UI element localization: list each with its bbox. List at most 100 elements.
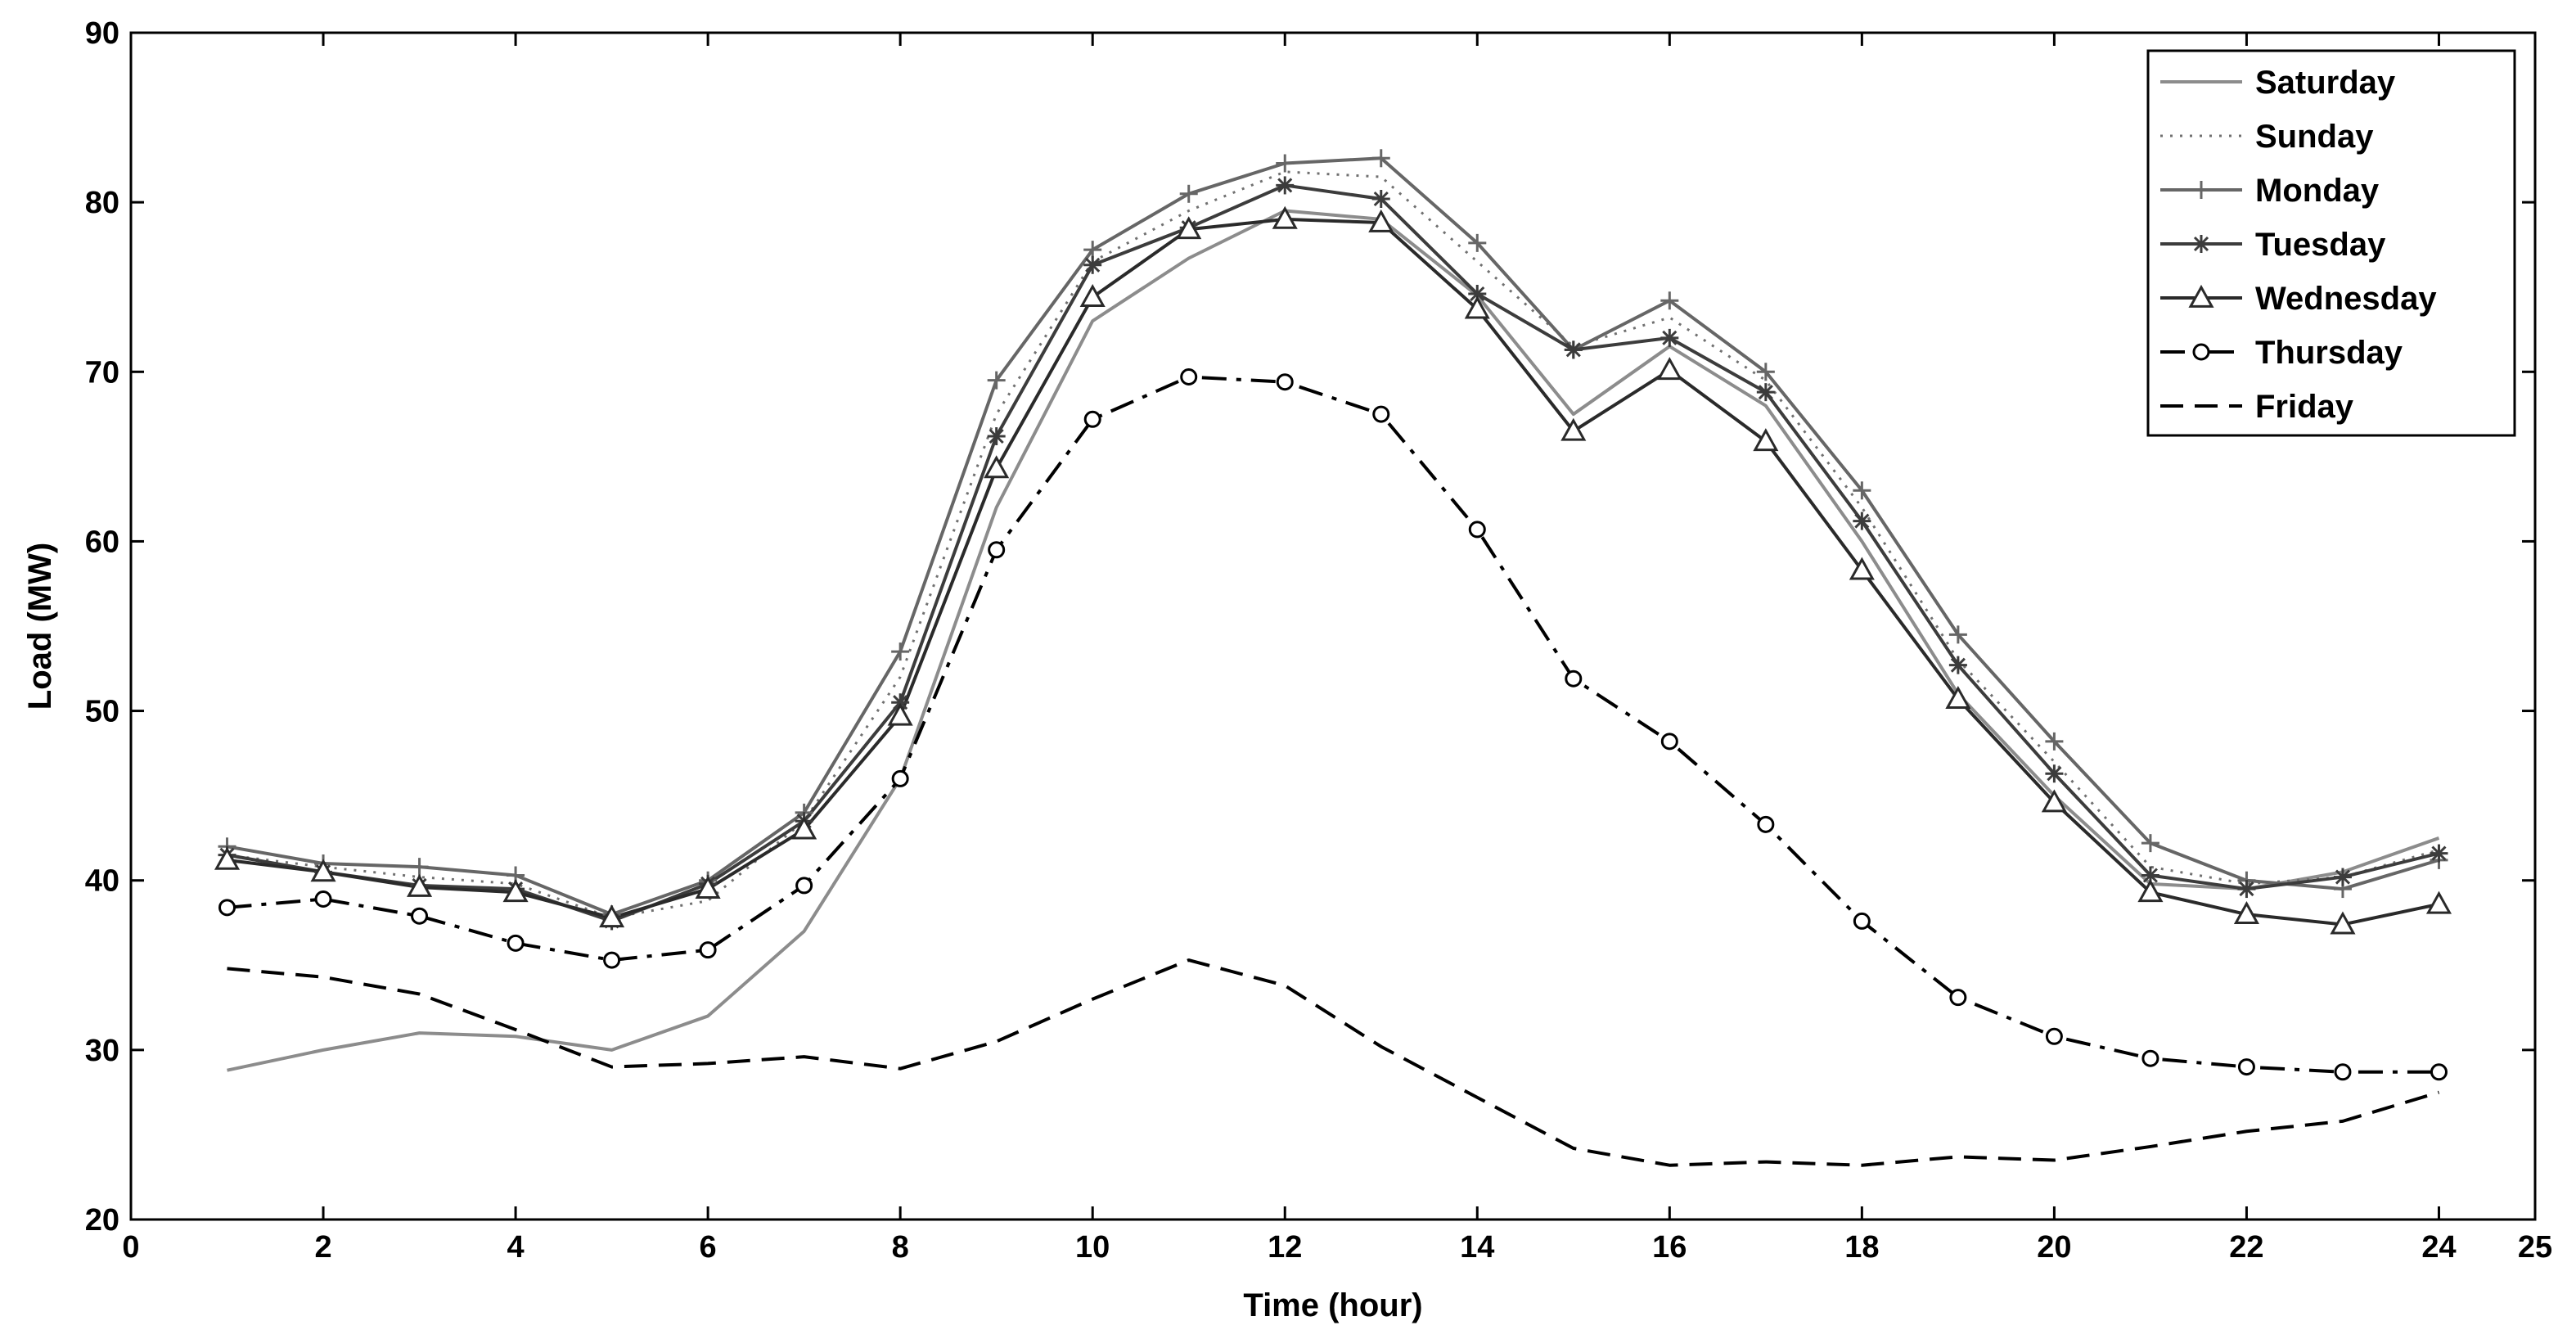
legend-entry-sunday: Sunday <box>2160 119 2374 155</box>
data-point-wednesday <box>1656 357 1682 381</box>
data-point-monday <box>1083 241 1102 259</box>
data-point-thursday <box>988 541 1006 559</box>
data-point-monday <box>1948 625 1967 644</box>
data-point-wednesday <box>599 904 625 928</box>
data-point-wednesday <box>2233 901 2259 925</box>
data-point-thursday <box>699 941 717 959</box>
data-point-tuesday <box>1276 176 1295 195</box>
data-point-wednesday <box>1079 284 1106 308</box>
data-point-tuesday <box>1371 190 1390 208</box>
legend-entry-friday: Friday <box>2160 389 2354 425</box>
series-lines <box>227 156 2440 1167</box>
data-point-thursday <box>314 890 332 908</box>
x-tick-label: 20 <box>2037 1230 2071 1265</box>
data-point-wednesday <box>502 879 529 903</box>
legend-entry-tuesday: Tuesday <box>2160 227 2386 263</box>
legend-label-tuesday: Tuesday <box>2255 227 2386 263</box>
series-line-tuesday <box>227 183 2439 923</box>
data-point-tuesday <box>1660 328 1679 347</box>
y-tick-label: 80 <box>85 186 119 220</box>
data-point-monday <box>410 858 429 877</box>
data-point-thursday <box>411 907 429 925</box>
legend-marker-monday <box>2192 181 2210 199</box>
data-point-thursday <box>1949 989 1967 1007</box>
x-tick-label: 4 <box>507 1230 525 1265</box>
data-point-thursday <box>1180 368 1198 385</box>
x-tick-label: 25 <box>2518 1230 2552 1265</box>
legend-entry-wednesday: Wednesday <box>2160 281 2437 317</box>
data-point-thursday <box>218 899 236 917</box>
data-point-monday <box>1660 291 1679 310</box>
data-point-wednesday <box>1272 205 1298 229</box>
data-point-thursday <box>1565 670 1583 688</box>
data-point-wednesday <box>1849 557 1875 580</box>
legend-entry-monday: Monday <box>2160 173 2380 209</box>
data-point-thursday <box>1853 912 1871 930</box>
data-point-thursday <box>507 934 525 952</box>
data-point-thursday <box>1660 733 1678 751</box>
series-markers <box>214 149 2452 1081</box>
y-tick-label: 70 <box>85 355 119 390</box>
data-point-thursday <box>1276 373 1294 391</box>
x-tick-label: 24 <box>2421 1230 2456 1265</box>
data-point-tuesday <box>2237 880 2256 899</box>
series-line-saturday <box>227 209 2440 1072</box>
x-tick-label: 14 <box>1460 1230 1494 1265</box>
data-point-tuesday <box>1756 383 1775 402</box>
legend-label-wednesday: Wednesday <box>2255 281 2437 317</box>
legend-marker-tuesday <box>2192 235 2210 253</box>
data-point-wednesday <box>984 455 1010 479</box>
plot-frame <box>129 31 2537 1221</box>
data-point-thursday <box>2045 1027 2063 1045</box>
series-line-friday <box>227 958 2440 1167</box>
y-tick-label: 90 <box>85 16 119 51</box>
data-point-tuesday <box>987 427 1006 445</box>
y-tick-label: 50 <box>85 695 119 729</box>
x-tick-label: 0 <box>122 1230 139 1265</box>
y-axis-label: Load (MW) <box>22 543 58 710</box>
data-point-tuesday <box>2333 868 2352 886</box>
data-point-wednesday <box>2137 879 2164 903</box>
data-point-thursday <box>1468 521 1486 539</box>
legend-label-friday: Friday <box>2255 389 2354 425</box>
y-axis: 20 30 40 50 60 70 80 90 <box>85 16 2535 1238</box>
data-point-monday <box>1853 481 1871 500</box>
legend-label-saturday: Saturday <box>2255 65 2396 101</box>
x-tick-label: 10 <box>1075 1230 1110 1265</box>
y-tick-label: 60 <box>85 525 119 559</box>
data-point-wednesday <box>791 816 817 840</box>
data-point-wednesday <box>2425 890 2452 914</box>
series-line-wednesday <box>227 217 2439 926</box>
data-point-monday <box>1756 363 1775 381</box>
data-point-thursday <box>2141 1049 2159 1067</box>
data-point-wednesday <box>695 875 721 899</box>
data-point-thursday <box>1372 405 1390 423</box>
data-point-tuesday <box>2430 844 2448 863</box>
x-tick-label: 12 <box>1268 1230 1302 1265</box>
data-point-wednesday <box>1945 685 1971 709</box>
data-point-monday <box>1276 154 1295 173</box>
data-point-wednesday <box>214 846 241 870</box>
data-point-thursday <box>603 951 621 969</box>
data-point-wednesday <box>1560 417 1587 441</box>
data-point-wednesday <box>1464 295 1490 319</box>
x-tick-label: 8 <box>892 1230 909 1265</box>
data-point-thursday <box>795 877 813 895</box>
legend-marker-thursday <box>2192 343 2210 361</box>
data-point-tuesday <box>1853 512 1871 530</box>
data-point-wednesday <box>407 873 433 897</box>
data-point-monday <box>1371 149 1390 168</box>
data-point-tuesday <box>1083 255 1102 274</box>
data-point-wednesday <box>887 702 913 726</box>
data-point-wednesday <box>1753 428 1779 452</box>
legend-label-sunday: Sunday <box>2255 119 2374 155</box>
y-tick-label: 30 <box>85 1034 119 1068</box>
x-axis-label: Time (hour) <box>1243 1287 1422 1323</box>
legend-marker-wednesday <box>2188 284 2214 308</box>
x-tick-label: 2 <box>314 1230 331 1265</box>
x-tick-label: 6 <box>700 1230 717 1265</box>
data-point-wednesday <box>2041 789 2067 813</box>
data-point-thursday <box>1757 815 1775 833</box>
